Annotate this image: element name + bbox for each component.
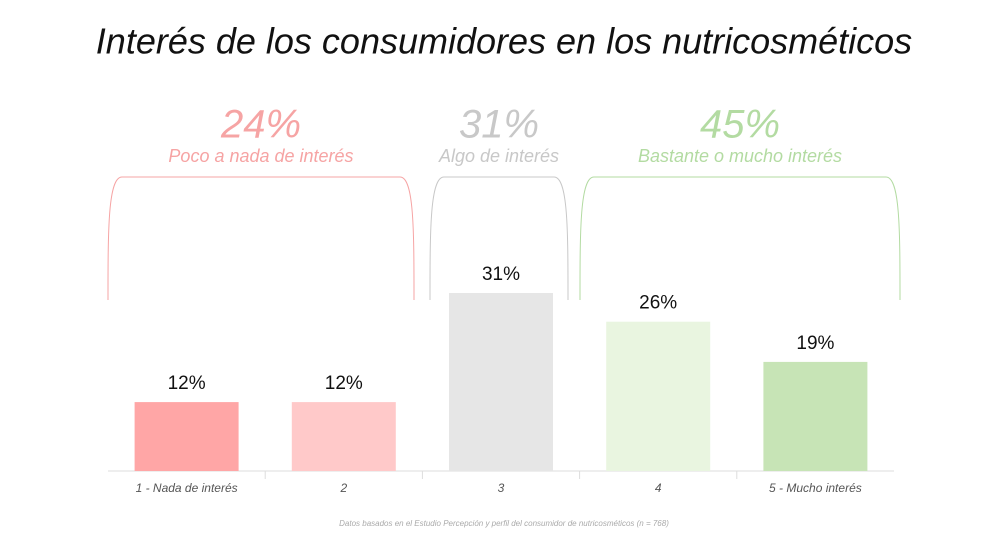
group-bracket [107, 176, 415, 301]
value-label: 19% [796, 333, 834, 354]
group-bracket [429, 176, 569, 301]
bar [449, 293, 553, 471]
footnote: Datos basados en el Estudio Percepción y… [339, 519, 669, 528]
x-tick-label: 1 - Nada de interés [136, 481, 238, 495]
chart-title: Interés de los consumidores en los nutri… [96, 21, 912, 62]
group-value: 24% [220, 103, 301, 147]
x-tick-label: 5 - Mucho interés [769, 481, 862, 495]
group-label: Bastante o mucho interés [638, 146, 842, 166]
x-tick-label: 2 [339, 481, 347, 495]
value-label: 12% [168, 373, 206, 394]
group-label: Poco a nada de interés [168, 146, 353, 166]
group-bracket [579, 176, 901, 301]
bar [134, 402, 239, 471]
group-value: 31% [459, 103, 539, 147]
value-label: 26% [639, 293, 677, 314]
x-tick-label: 4 [655, 481, 662, 495]
bar [291, 402, 396, 471]
bar [763, 361, 868, 471]
bar [606, 321, 711, 471]
value-label: 31% [482, 264, 520, 285]
group-label: Algo de interés [438, 146, 559, 166]
group-value: 45% [700, 103, 780, 147]
value-label: 12% [325, 373, 363, 394]
x-tick-label: 3 [498, 481, 505, 495]
